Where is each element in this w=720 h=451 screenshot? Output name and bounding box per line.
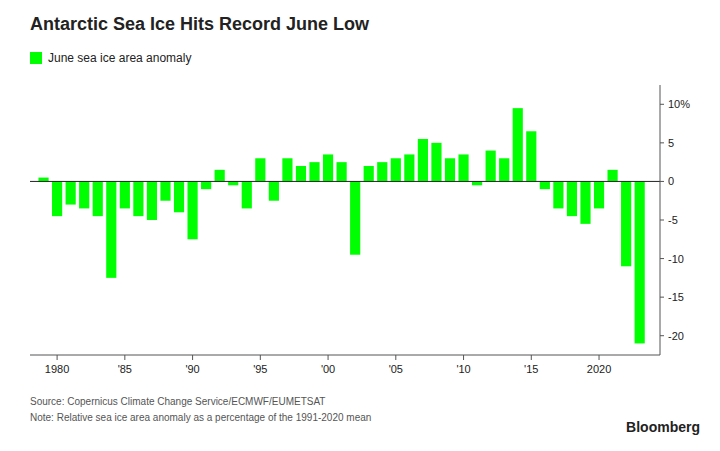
bar: [52, 181, 62, 216]
bar: [445, 158, 455, 181]
bar: [404, 154, 414, 181]
y-tick-label: -20: [668, 330, 684, 342]
bars: [38, 108, 644, 343]
y-tick: [660, 258, 664, 259]
bar: [93, 181, 103, 216]
chart: Antarctic Sea Ice Hits Record June Low Ju…: [0, 0, 720, 451]
x-tick: [124, 355, 125, 360]
bar: [486, 151, 496, 182]
x-tick-label: '00: [321, 363, 335, 375]
x-tick-label: 1980: [45, 363, 69, 375]
bar: [133, 181, 143, 216]
legend-label: June sea ice area anomaly: [48, 51, 191, 65]
y-tick: [660, 142, 664, 143]
y-tick-label: 0: [668, 175, 674, 187]
x-tick: [57, 355, 58, 360]
bar: [309, 162, 319, 181]
bar: [364, 166, 374, 181]
x-tick-label: '05: [389, 363, 403, 375]
x-tick-label: '15: [524, 363, 538, 375]
bar: [79, 181, 89, 208]
bar: [242, 181, 252, 208]
y-tick-label: -5: [668, 214, 678, 226]
logo-text: Bloomberg: [626, 419, 700, 435]
bar: [228, 181, 238, 185]
zero-line: [30, 181, 660, 182]
bar: [608, 170, 618, 182]
legend-swatch: [30, 52, 42, 64]
bar: [526, 131, 536, 181]
x-tick: [395, 355, 396, 360]
x-tick: [192, 355, 193, 360]
x-tick: [463, 355, 464, 360]
y-tick-label: 5: [668, 137, 674, 149]
bar: [540, 181, 550, 189]
x-tick-label: '85: [118, 363, 132, 375]
bar: [418, 139, 428, 181]
bar: [269, 181, 279, 200]
bar: [120, 181, 130, 208]
bar: [337, 162, 347, 181]
bar: [350, 181, 360, 254]
bar: [215, 170, 225, 182]
x-tick: [599, 355, 600, 360]
bar: [147, 181, 157, 220]
bar: [38, 178, 48, 182]
bar: [580, 181, 590, 223]
footnote: Note: Relative sea ice area anomaly as a…: [30, 412, 371, 423]
bar: [296, 166, 306, 181]
source-note: Source: Copernicus Climate Change Servic…: [30, 396, 325, 407]
bar: [106, 181, 116, 277]
bar: [621, 181, 631, 266]
y-tick: [660, 181, 664, 182]
bar: [499, 158, 509, 181]
x-tick-label: 2020: [587, 363, 611, 375]
bar: [174, 181, 184, 212]
bar: [567, 181, 577, 216]
y-tick: [660, 297, 664, 298]
y-tick-label: 10%: [668, 98, 690, 110]
y-tick: [660, 104, 664, 105]
bar: [160, 181, 170, 200]
bar: [188, 181, 198, 239]
bar: [458, 154, 468, 181]
bar: [594, 181, 604, 208]
y-tick: [660, 335, 664, 336]
bar: [472, 181, 482, 185]
x-tick-label: '90: [185, 363, 199, 375]
bar: [513, 108, 523, 181]
bar: [66, 181, 76, 204]
y-tick-label: -15: [668, 291, 684, 303]
bar: [391, 158, 401, 181]
x-tick-label: '10: [456, 363, 470, 375]
bar: [431, 143, 441, 182]
x-tick: [531, 355, 532, 360]
x-tick-label: '95: [253, 363, 267, 375]
y-tick: [660, 220, 664, 221]
bar: [323, 154, 333, 181]
bar: [282, 158, 292, 181]
x-tick: [260, 355, 261, 360]
bar: [553, 181, 563, 208]
title: Antarctic Sea Ice Hits Record June Low: [30, 14, 370, 34]
bar: [635, 181, 645, 343]
y-tick-label: -10: [668, 253, 684, 265]
x-tick: [328, 355, 329, 360]
bar: [201, 181, 211, 189]
bar: [377, 162, 387, 181]
bar: [255, 158, 265, 181]
